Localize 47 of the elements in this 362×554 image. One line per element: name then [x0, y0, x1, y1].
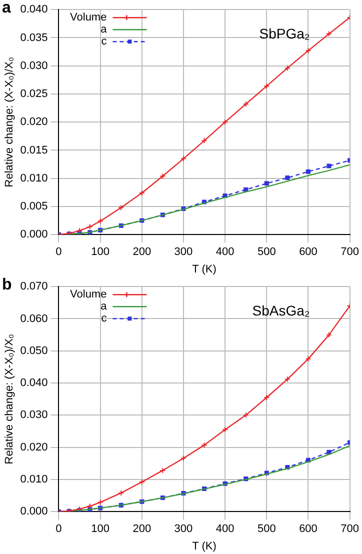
x-tick-label: 200 [132, 523, 152, 536]
x-tick-label: 300 [174, 523, 193, 536]
y-tick-label: 0.010 [20, 473, 48, 486]
x-tick-label: 500 [257, 246, 276, 258]
text: a [2, 0, 11, 16]
y-tick-label: 0.000 [20, 506, 48, 518]
x-tick-label: 400 [216, 246, 234, 258]
y-tick-label: 0.010 [20, 172, 48, 184]
y-tick-label: 0.000 [20, 228, 48, 241]
legend-label: Volume [70, 12, 107, 24]
y-tick-label: 0.040 [20, 377, 48, 390]
x-tick-label: 600 [299, 246, 318, 258]
y-tick-label: 0.030 [20, 60, 48, 72]
y-tick-label: 0.005 [20, 200, 48, 213]
x-tick-label: 500 [257, 523, 276, 536]
annotation: SbAsGa₂ [252, 302, 310, 318]
x-tick-label: 700 [340, 523, 360, 536]
x-tick-label: 0 [56, 246, 62, 258]
y-tick-label: 0.020 [20, 441, 48, 454]
y-tick-label: 0.040 [20, 4, 48, 16]
y-tick-label: 0.020 [20, 116, 48, 128]
y-tick-label: 0.025 [20, 88, 48, 100]
x-tick-label: 600 [299, 523, 318, 536]
y-tick-label: 0.030 [20, 409, 48, 422]
x-tick-label: 400 [216, 523, 234, 536]
y-tick-label: 0.015 [20, 144, 48, 156]
x-tick-label: 100 [91, 523, 110, 536]
legend-label: c [101, 36, 108, 48]
x-tick-label: 100 [91, 246, 110, 258]
text: b [2, 276, 12, 294]
y-tick-label: 0.050 [20, 344, 48, 357]
y-tick-label: 0.070 [20, 280, 48, 293]
annotation: SbPGa₂ [259, 25, 310, 42]
x-tick-label: 300 [174, 246, 193, 258]
legend-label: a [100, 24, 108, 36]
y-tick-label: 0.035 [20, 32, 48, 44]
legend-label: c [101, 312, 108, 325]
x-axis-title: T (K) [192, 263, 216, 276]
legend-label: Volume [70, 288, 107, 301]
x-tick-label: 0 [56, 523, 62, 536]
y-axis-title: Relative change: (X-X₀)/X₀ [4, 334, 16, 464]
y-axis-title: Relative change: (X-X₀)/X₀ [4, 57, 16, 188]
x-axis-title: T (K) [192, 540, 216, 552]
x-tick-label: 200 [132, 246, 152, 258]
y-tick-label: 0.060 [20, 312, 48, 325]
x-tick-label: 700 [340, 246, 360, 258]
legend-label: a [100, 300, 108, 313]
